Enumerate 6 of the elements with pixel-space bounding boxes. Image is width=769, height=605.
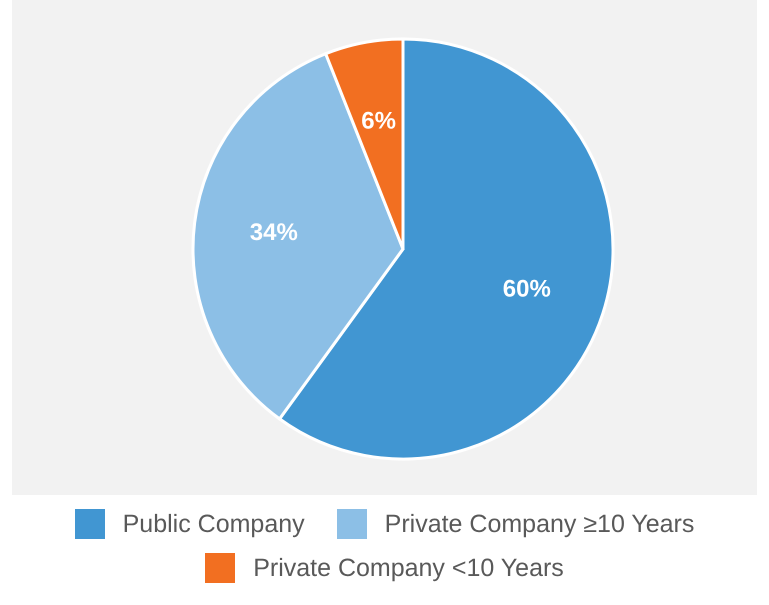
data-label: 60% (502, 276, 551, 303)
data-label: 6% (361, 108, 396, 135)
legend-label: Private Company <10 Years (253, 554, 564, 582)
data-label: 34% (250, 219, 298, 246)
legend-label: Private Company ≥10 Years (384, 510, 694, 538)
legend-label: Public Company (122, 510, 305, 538)
